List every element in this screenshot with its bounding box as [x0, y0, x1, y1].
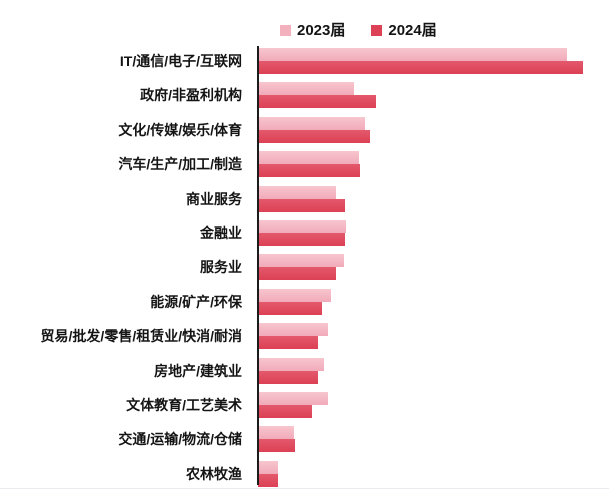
legend-label-2023: 2023届 — [297, 22, 346, 39]
legend-label-2024: 2024届 — [388, 22, 437, 39]
bar-2024 — [258, 164, 361, 178]
category-label: 交通/运输/物流/仓储 — [118, 431, 242, 448]
bar-2024 — [258, 232, 346, 246]
category-bars — [258, 116, 609, 143]
category-label: 汽车/生产/加工/制造 — [118, 156, 242, 173]
category-row: 房地产/建筑业 — [0, 357, 609, 384]
category-bars — [258, 254, 609, 281]
bar-2023 — [258, 185, 336, 199]
category-label: 政府/非盈利机构 — [140, 87, 242, 104]
bar-2024 — [258, 95, 376, 109]
bar-2023 — [258, 323, 328, 337]
bar-2024 — [258, 404, 312, 418]
legend-swatch-2024-icon — [371, 25, 383, 36]
bar-2024 — [258, 267, 336, 281]
category-bars — [258, 219, 609, 246]
bar-rows: IT/通信/电子/互联网 政府/非盈利机构 文化/传媒/娱乐/体育 汽车/生产/… — [0, 48, 609, 493]
category-bars — [258, 460, 609, 487]
category-label: 文体教育/工艺美术 — [126, 396, 242, 413]
category-row: 商业服务 — [0, 185, 609, 212]
category-row: IT/通信/电子/互联网 — [0, 48, 609, 74]
legend-item-2024: 2024届 — [371, 22, 437, 39]
bar-2024 — [258, 370, 319, 384]
category-bars — [258, 151, 609, 178]
bottom-border — [0, 488, 609, 489]
bar-2024 — [258, 61, 583, 74]
category-label: 金融业 — [200, 224, 242, 241]
bar-2024 — [258, 301, 323, 315]
bar-2024 — [258, 336, 319, 350]
bar-2023 — [258, 254, 345, 268]
bar-2023 — [258, 116, 365, 130]
bar-2023 — [258, 151, 360, 165]
category-row: 文体教育/工艺美术 — [0, 391, 609, 418]
bar-2023 — [258, 288, 332, 302]
bar-2024 — [258, 439, 296, 453]
bar-2023 — [258, 219, 347, 233]
legend-item-2023: 2023届 — [280, 23, 345, 38]
bar-2023 — [258, 82, 354, 96]
category-label: 文化/传媒/娱乐/体育 — [118, 121, 242, 138]
bar-2023 — [258, 48, 568, 61]
legend-swatch-2023-icon — [280, 25, 291, 36]
category-bars — [258, 391, 609, 418]
bar-2024 — [258, 129, 371, 143]
bar-2024 — [258, 473, 279, 487]
category-row: 金融业 — [0, 219, 609, 246]
category-label: 贸易/批发/零售/租赁业/快消/耐消 — [40, 328, 242, 345]
bar-2023 — [258, 391, 328, 405]
chart-legend: 2023届 2024届 — [280, 23, 437, 38]
category-bars — [258, 288, 609, 315]
bar-2023 — [258, 426, 295, 440]
bar-2023 — [258, 460, 279, 474]
category-label: 能源/矿产/环保 — [150, 293, 242, 310]
y-axis-line — [257, 46, 259, 485]
category-bars — [258, 48, 609, 74]
category-row: 贸易/批发/零售/租赁业/快消/耐消 — [0, 323, 609, 350]
category-row: 服务业 — [0, 254, 609, 281]
category-row: 农林牧渔 — [0, 460, 609, 487]
category-bars — [258, 82, 609, 109]
bar-2024 — [258, 198, 346, 212]
category-row: 交通/运输/物流/仓储 — [0, 426, 609, 453]
category-bars — [258, 323, 609, 350]
category-label: 农林牧渔 — [186, 465, 242, 482]
category-label: IT/通信/电子/互联网 — [119, 53, 242, 69]
category-row: 政府/非盈利机构 — [0, 82, 609, 109]
category-label: 房地产/建筑业 — [154, 362, 242, 379]
bar-2023 — [258, 357, 324, 371]
category-row: 能源/矿产/环保 — [0, 288, 609, 315]
category-bars — [258, 426, 609, 453]
category-row: 文化/传媒/娱乐/体育 — [0, 116, 609, 143]
category-label: 商业服务 — [186, 190, 242, 207]
category-label: 服务业 — [200, 259, 242, 276]
category-row: 汽车/生产/加工/制造 — [0, 151, 609, 178]
category-bars — [258, 357, 609, 384]
category-bars — [258, 185, 609, 212]
